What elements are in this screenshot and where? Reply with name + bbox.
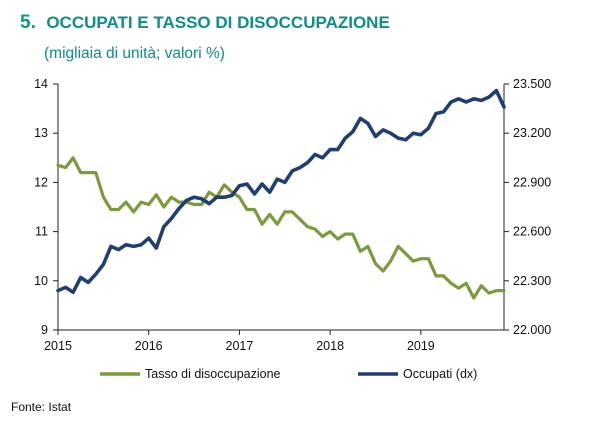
right-axis-tick-label: 22.600 (513, 225, 551, 239)
chart-subtitle: (migliaia di unità; valori %) (44, 45, 225, 62)
right-axis-tick-label: 22.300 (513, 274, 551, 288)
x-axis-tick-label: 2018 (316, 339, 344, 353)
x-axis-tick-label: 2015 (44, 339, 72, 353)
right-axis-tick-label: 23.200 (513, 126, 551, 140)
left-axis-tick-label: 13 (34, 126, 48, 140)
right-axis-tick-label: 22.900 (513, 175, 551, 189)
left-axis-tick-label: 11 (35, 225, 48, 239)
left-axis-tick-label: 14 (34, 77, 48, 91)
right-axis-tick-label: 22.000 (513, 323, 551, 337)
series-line-employed (56, 88, 506, 295)
legend-label-unemployment-rate: Tasso di disoccupazione (145, 367, 281, 381)
x-axis-tick-label: 2017 (226, 339, 254, 353)
x-axis-tick-label: 2019 (407, 339, 435, 353)
chart-title-text: OCCUPATI E TASSO DI DISOCCUPAZIONE (46, 13, 390, 32)
legend-label-employed: Occupati (dx) (403, 367, 477, 381)
left-axis-tick-label: 12 (34, 175, 48, 189)
left-axis-tick-label: 10 (34, 274, 48, 288)
x-axis-tick-label: 2016 (135, 339, 163, 353)
source-note: Fonte: Istat (11, 400, 72, 414)
right-axis-tick-label: 23.500 (513, 77, 551, 91)
left-axis-tick-label: 9 (41, 323, 48, 337)
chart-title: 5. OCCUPATI E TASSO DI DISOCCUPAZIONE (20, 12, 390, 34)
chart-number: 5. (20, 12, 36, 33)
series-line-unemployment-rate (56, 156, 506, 300)
